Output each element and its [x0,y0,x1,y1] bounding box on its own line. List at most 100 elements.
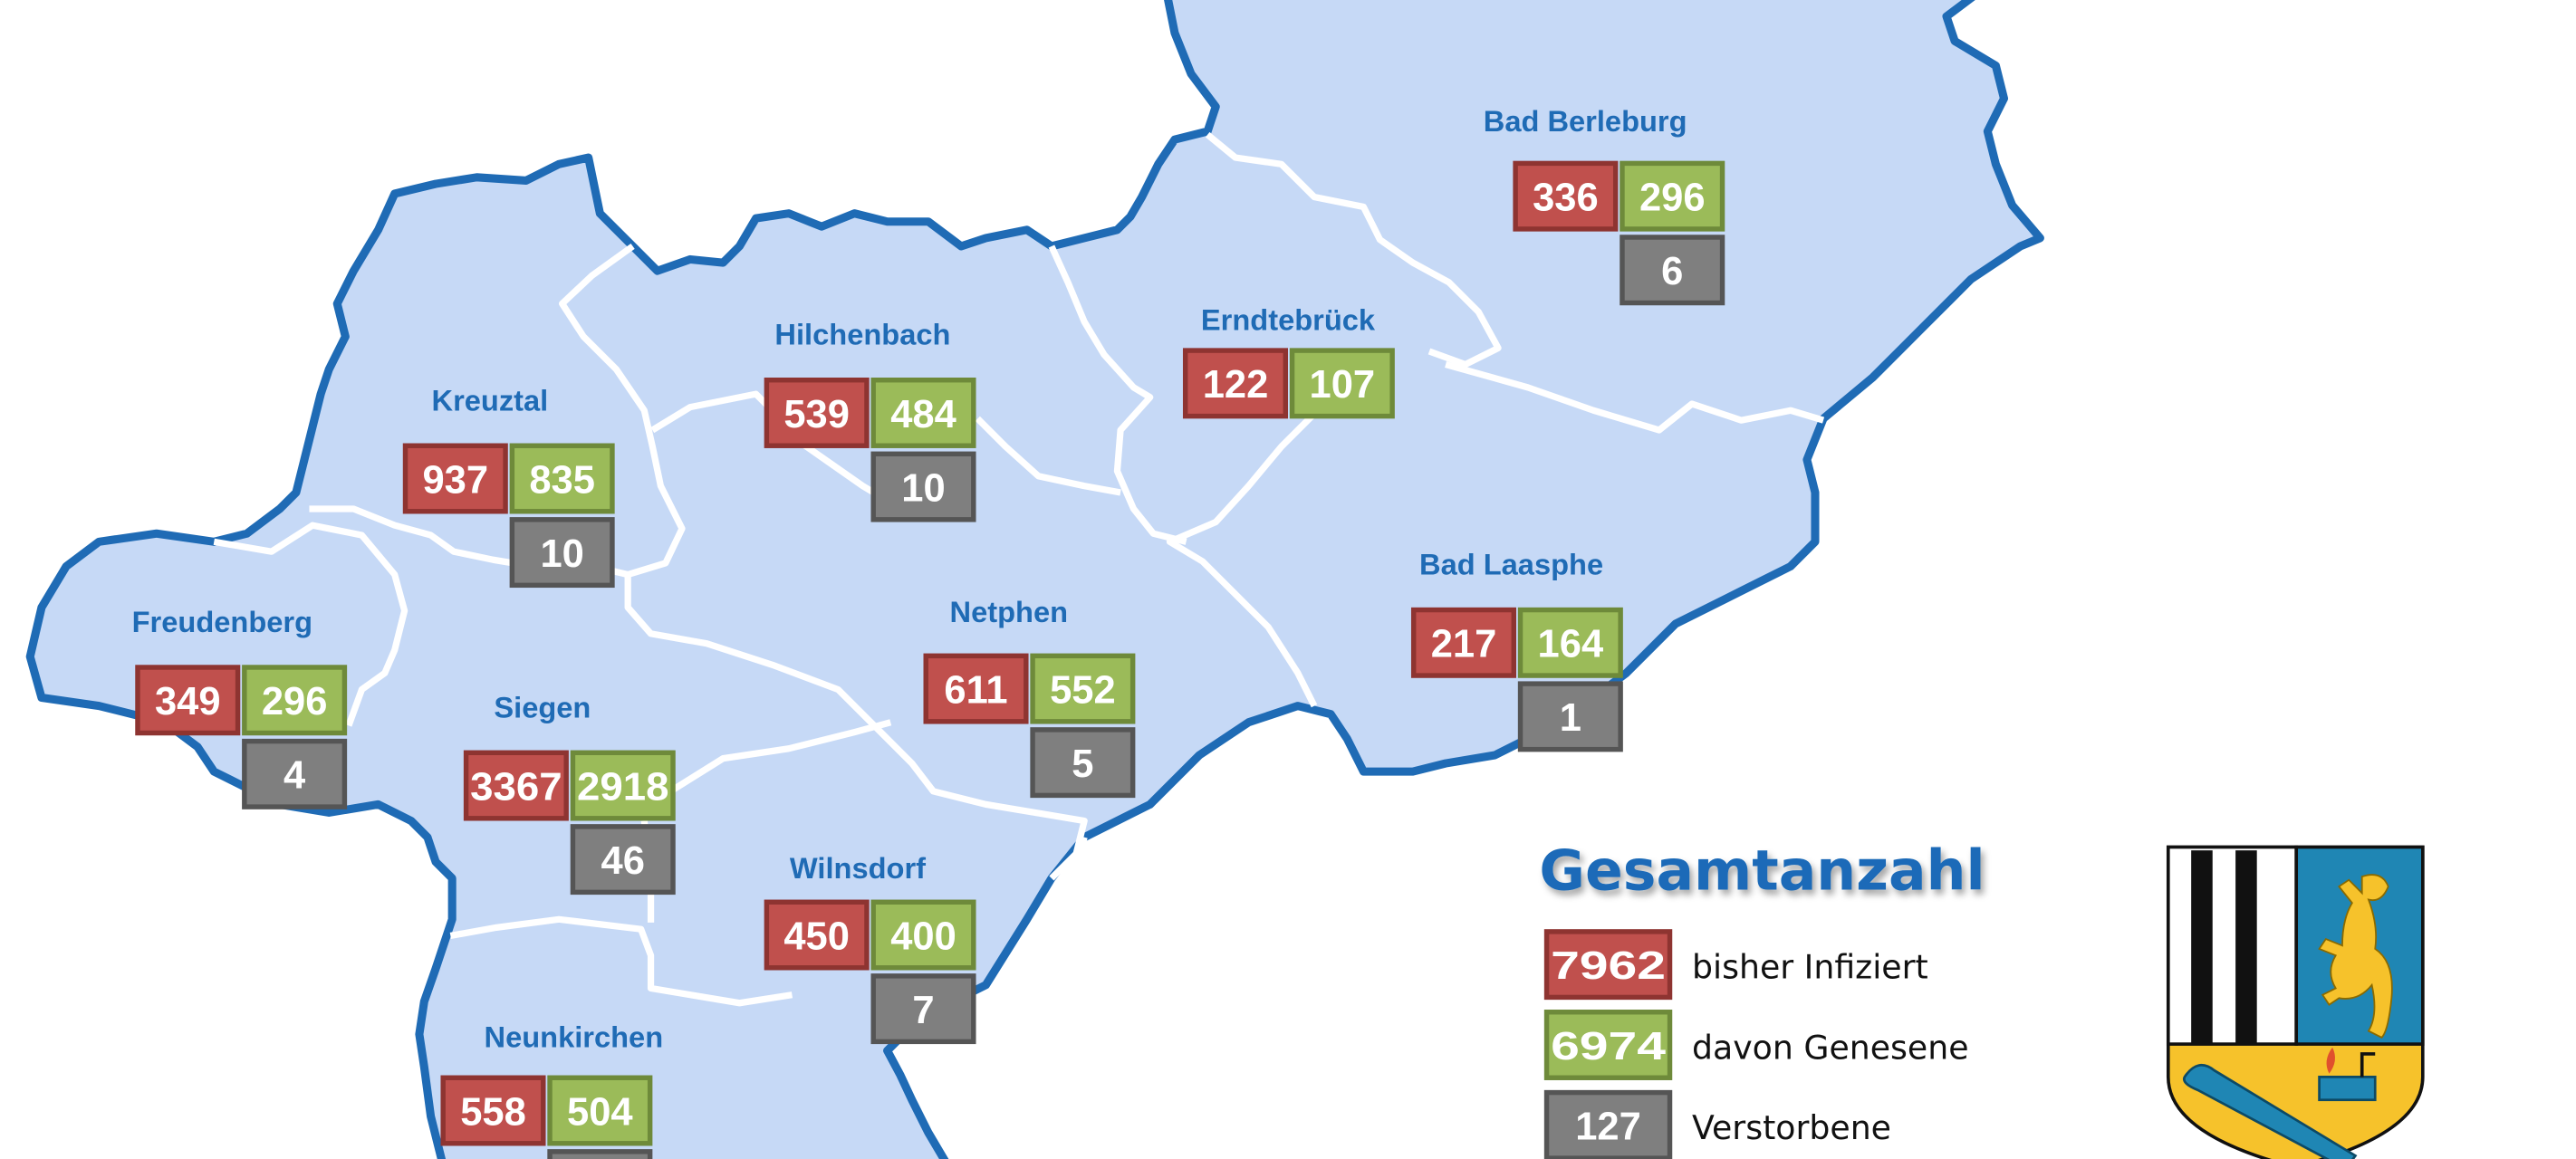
recovered-count-box: 6974 [1543,1010,1673,1080]
infected-count-box: 217 [1410,607,1517,678]
district-name: Freudenberg [132,605,312,638]
infected-count: 450 [783,915,850,958]
deaths-count-box: 46 [570,824,676,896]
district-siegen: Siegen 3367 2918 46 [463,690,676,896]
deaths-box-background [870,451,976,522]
recovered-count-box: 2918 [570,750,676,821]
deaths-box-background [570,824,676,896]
recovered-box-background [1289,348,1395,419]
recovered-count-box: 296 [1620,160,1725,232]
infected-count-box: 122 [1182,348,1288,419]
recovered-count-box: 296 [242,665,348,736]
infected-box-background [1410,607,1517,678]
infected-count: 539 [783,393,850,436]
recovered-box-background [547,1075,653,1146]
legend-label: davon Genesene [1692,1028,1969,1067]
deaths-count-box: 10 [870,451,976,522]
district-name: Wilnsdorf [790,851,926,885]
infected-box-background [135,665,241,736]
recovered-box-background [1517,607,1623,678]
infected-count-box: 349 [135,665,241,736]
deaths-box-background [1030,727,1136,799]
legend-label: bisher Infiziert [1692,948,1928,987]
infected-count: 937 [423,458,489,502]
recovered-count-box: 164 [1517,607,1623,678]
deaths-count-box: 7 [870,973,976,1045]
deaths-count-box: 5 [1030,727,1136,799]
district-name: Netphen [950,595,1069,628]
deaths-count: 4 [284,754,305,798]
legend-title: Gesamtanzahl [1539,838,1985,904]
deaths-count: 127 [1575,1106,1641,1149]
recovered-box-background [870,899,976,971]
infected-count: 336 [1533,176,1599,219]
deaths-count: 5 [1072,742,1093,786]
deaths-box-background [870,973,976,1045]
district-neunkirchen: Neunkirchen 558 504 [440,1020,663,1159]
district-bad-laasphe: Bad Laasphe 217 164 1 [1410,548,1623,752]
recovered-count: 296 [262,680,328,723]
recovered-box-background [242,665,348,736]
recovered-count-box: 504 [547,1075,653,1146]
infected-count-box: 611 [923,653,1029,724]
deaths-count-box: 6 [1620,235,1725,306]
tool-icon [2182,1063,2358,1159]
district-bad-berleburg: Bad Berleburg 336 296 6 [1484,104,1725,306]
infected-count-box: 937 [402,443,508,514]
legend-label: Verstorbene [1692,1108,1891,1147]
district-name: Erndtebrück [1201,302,1376,336]
recovered-count-box: 400 [870,899,976,971]
recovered-count: 400 [890,915,956,958]
district-wilnsdorf: Wilnsdorf 450 400 7 [764,851,976,1045]
recovered-box-background [870,377,976,448]
deaths-count: 7 [912,989,934,1032]
infected-count-box: 7962 [1543,929,1673,1001]
recovered-count: 552 [1050,668,1116,712]
infected-count-box: 539 [764,377,870,448]
recovered-box-background [1543,1010,1673,1080]
deaths-count-box: 4 [242,738,348,809]
infected-count-box: 336 [1513,160,1619,232]
legend-item-infected: 7962 bisher Infiziert [1543,929,1928,1001]
district-name: Kreuztal [432,383,549,417]
legend-item-deaths: 127 Verstorbene [1543,1089,1891,1159]
deaths-count: 10 [901,466,945,510]
deaths-count: 46 [601,839,645,883]
infected-count: 3367 [470,765,562,809]
infected-count: 217 [1431,623,1497,666]
recovered-box-background [509,443,615,514]
deaths-count: 6 [1661,250,1683,293]
deaths-box-background [547,1149,653,1159]
recovered-count: 835 [529,458,595,502]
district-name: Siegen [494,690,591,723]
infected-box-background [402,443,508,514]
district-erndtebr-ck: Erndtebrück 122 107 [1182,302,1395,419]
recovered-count: 484 [890,393,956,436]
infected-box-background [463,750,569,821]
recovered-count: 296 [1639,176,1706,219]
deaths-box-background [509,517,615,589]
deaths-box-background [242,738,348,809]
lion-icon [2318,874,2393,1039]
deaths-box-background [1620,235,1725,306]
deaths-box-background [1517,681,1623,752]
legend-item-recovered: 6974 davon Genesene [1543,1010,1969,1080]
recovered-count: 164 [1538,623,1604,666]
deaths-count: 1 [1560,696,1581,740]
infected-box-background [1513,160,1619,232]
recovered-box-background [1030,653,1136,724]
district-name: Bad Laasphe [1419,548,1603,581]
district-name: Bad Berleburg [1484,104,1687,138]
recovered-count-box: 107 [1289,348,1395,419]
deaths-count-box: 127 [1543,1089,1673,1159]
district-kreuztal: Kreuztal 937 835 10 [402,383,615,589]
district-netphen: Netphen 611 552 5 [923,595,1136,799]
district-freudenberg: Freudenberg 349 296 4 [132,605,348,809]
infected-box-background [1543,929,1673,1001]
infected-box-background [764,899,870,971]
recovered-count: 504 [567,1090,633,1134]
infected-count: 558 [460,1090,526,1134]
infected-count: 122 [1203,363,1269,407]
